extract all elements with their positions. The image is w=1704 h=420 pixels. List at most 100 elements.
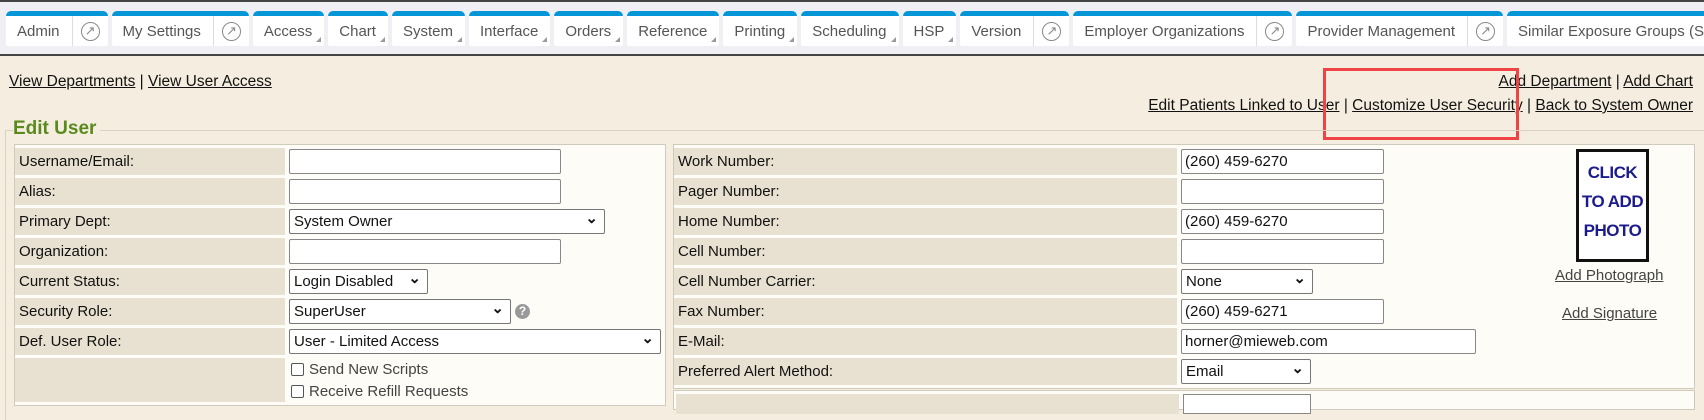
- pager-number-input[interactable]: [1181, 179, 1384, 204]
- view-departments-link[interactable]: View Departments: [9, 73, 136, 90]
- click-to-add-photo-button[interactable]: CLICK TO ADD PHOTO: [1576, 149, 1649, 262]
- tab-reference[interactable]: Reference: [627, 11, 720, 46]
- tab-label: Chart: [328, 23, 388, 40]
- tab-printing[interactable]: Printing: [723, 11, 798, 46]
- user-action-links: Edit Patients Linked to User | Customize…: [1148, 97, 1693, 115]
- selected-value: Login Disabled: [294, 273, 394, 290]
- preferred-alert-method-select[interactable]: Email: [1181, 359, 1311, 384]
- tab-scheduling[interactable]: Scheduling: [801, 11, 899, 46]
- tab-system[interactable]: System: [391, 11, 465, 46]
- receive-refill-requests-checkbox[interactable]: Receive Refill Requests: [289, 380, 661, 402]
- primary-dept-label: Primary Dept:: [15, 208, 285, 235]
- external-link-icon: ↗: [1042, 21, 1062, 41]
- open-external-button[interactable]: ↗: [1256, 16, 1292, 46]
- current-status-label: Current Status:: [15, 268, 285, 295]
- open-external-button[interactable]: ↗: [71, 16, 108, 46]
- user-info-table: Username/Email: Alias: Primary Dept: System…: [14, 144, 666, 406]
- separator: |: [1615, 73, 1620, 90]
- work-number-input[interactable]: (260) 459-6270: [1181, 149, 1384, 174]
- form-row: Cell Number Carrier: None: [674, 268, 1694, 295]
- tab-my-settings[interactable]: My Settings ↗: [111, 11, 249, 46]
- form-row: Primary Dept: System Owner: [15, 208, 665, 235]
- edit-patients-linked-link[interactable]: Edit Patients Linked to User: [1148, 97, 1340, 114]
- selected-value: System Owner: [294, 213, 393, 230]
- cell-number-input[interactable]: [1181, 239, 1384, 264]
- fax-number-input[interactable]: (260) 459-6271: [1181, 299, 1384, 324]
- pin-input[interactable]: [1183, 394, 1311, 414]
- security-role-select[interactable]: SuperUser: [289, 299, 511, 324]
- e-mail-input[interactable]: horner@mieweb.com: [1181, 329, 1476, 354]
- top-left-links: View Departments | View User Access: [9, 73, 272, 91]
- e-mail-label: E-Mail:: [674, 328, 1177, 355]
- tab-employer-organizations[interactable]: Employer Organizations ↗: [1073, 11, 1293, 46]
- tab-label: Reference: [627, 23, 719, 40]
- tab-label: HSP: [903, 23, 957, 40]
- tab-admin[interactable]: Admin ↗: [6, 11, 108, 46]
- customize-user-security-link[interactable]: Customize User Security: [1352, 97, 1523, 114]
- tab-hsp[interactable]: HSP: [902, 11, 957, 46]
- tab-access[interactable]: Access: [252, 11, 325, 46]
- back-to-system-owner-link[interactable]: Back to System Owner: [1535, 97, 1693, 114]
- tab-label: My Settings: [122, 22, 201, 40]
- form-row: Security Role:SuperUser?: [15, 298, 665, 325]
- tab-label: Printing: [723, 23, 797, 40]
- preferred-alert-method-label: Preferred Alert Method:: [674, 358, 1177, 385]
- add-signature-link[interactable]: Add Signature: [1562, 305, 1658, 322]
- pin-label-cell: [676, 394, 1179, 414]
- fax-number-label: Fax Number:: [674, 298, 1177, 325]
- form-row: Home Number: (260) 459-6270: [674, 208, 1694, 235]
- main-nav-tabs: Admin ↗ My Settings ↗ Access Chart System Inter…: [0, 0, 1704, 56]
- field-cell: System Owner: [285, 208, 665, 235]
- current-status-select[interactable]: Login Disabled: [289, 269, 428, 294]
- tab-version[interactable]: Version ↗: [960, 11, 1070, 46]
- alias-input[interactable]: [289, 179, 561, 204]
- field-cell: Login Disabled: [285, 268, 665, 295]
- tab-provider-management[interactable]: Provider Management ↗: [1296, 11, 1504, 46]
- field-cell: [285, 238, 665, 265]
- form-row: Fax Number: (260) 459-6271: [674, 298, 1694, 325]
- tab-chart[interactable]: Chart: [328, 11, 388, 46]
- photo-text: CLICK: [1587, 163, 1638, 182]
- primary-dept-select[interactable]: System Owner: [289, 209, 605, 234]
- photo-text: TO ADD: [1581, 192, 1644, 211]
- tab-label: Interface: [469, 23, 550, 40]
- tab-label: Similar Exposure Groups (SEGs): [1518, 22, 1704, 40]
- separator: |: [139, 73, 144, 90]
- organization-input[interactable]: [289, 239, 561, 264]
- cell-number-carrier-select[interactable]: None: [1181, 269, 1313, 294]
- view-user-access-link[interactable]: View User Access: [148, 73, 272, 90]
- tab-interface[interactable]: Interface: [468, 11, 551, 46]
- external-link-icon: ↗: [80, 21, 100, 41]
- checkbox-label: Receive Refill Requests: [309, 382, 469, 400]
- open-external-button[interactable]: ↗: [1467, 16, 1503, 46]
- send-new-scripts-checkbox[interactable]: Send New Scripts: [289, 358, 661, 380]
- open-external-button[interactable]: ↗: [1033, 16, 1069, 46]
- form-row: E-Mail: horner@mieweb.com: [674, 328, 1694, 355]
- field-cell: [1177, 238, 1554, 265]
- add-chart-link[interactable]: Add Chart: [1623, 73, 1693, 90]
- def-user-role-select[interactable]: User - Limited Access: [289, 329, 661, 354]
- open-external-button[interactable]: ↗: [212, 16, 249, 46]
- options-cell: Send New Scripts Receive Refill Requests: [285, 358, 665, 402]
- add-department-link[interactable]: Add Department: [1498, 73, 1612, 90]
- field-cell: [1177, 178, 1554, 205]
- top-right-links: Add Department | Add Chart: [1499, 73, 1693, 91]
- username-email-input[interactable]: [289, 149, 561, 174]
- field-cell: SuperUser?: [285, 298, 665, 325]
- selected-value: None: [1186, 273, 1222, 290]
- contact-info-table: Work Number: (260) 459-6270 Pager Number: H…: [673, 144, 1695, 389]
- home-number-input[interactable]: (260) 459-6270: [1181, 209, 1384, 234]
- tab-label: Scheduling: [801, 23, 898, 40]
- tab-orders[interactable]: Orders: [554, 11, 624, 46]
- organization-label: Organization:: [15, 238, 285, 265]
- tab-label: Access: [253, 23, 324, 40]
- tab-similar-exposure-groups-segs[interactable]: Similar Exposure Groups (SEGs)↗: [1507, 11, 1704, 46]
- selected-value: Email: [1186, 363, 1224, 380]
- work-number-label: Work Number:: [674, 148, 1177, 175]
- help-icon[interactable]: ?: [515, 304, 530, 319]
- tab-label: Orders: [554, 23, 623, 40]
- add-photograph-link[interactable]: Add Photograph: [1555, 267, 1664, 284]
- form-row: Current Status: Login Disabled: [15, 268, 665, 295]
- options-label-cell: [15, 358, 285, 402]
- field-cell: (260) 459-6271: [1177, 298, 1554, 325]
